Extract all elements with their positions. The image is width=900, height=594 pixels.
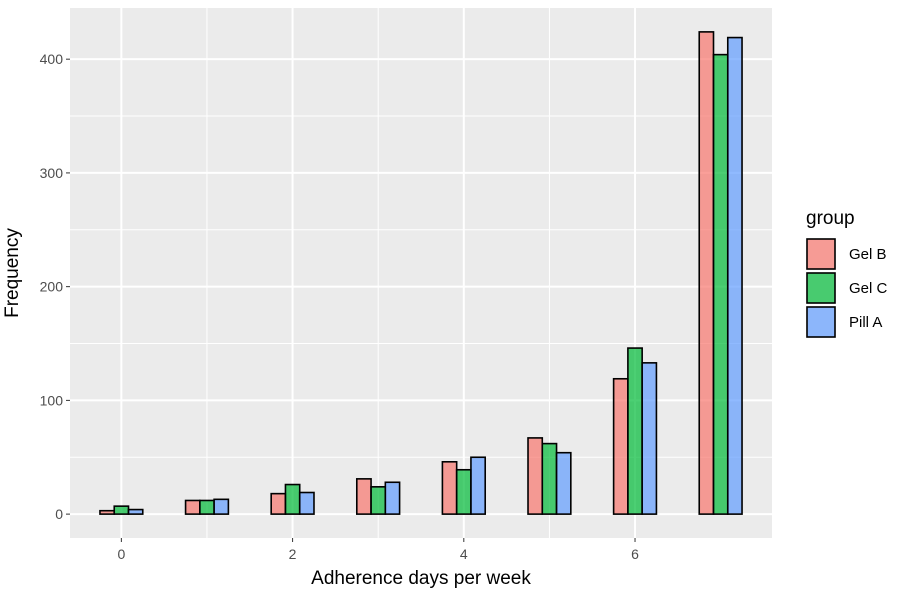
y-tick-label: 300 xyxy=(40,165,64,181)
x-tick-label: 6 xyxy=(631,546,639,562)
bar xyxy=(113,505,130,515)
y-axis: 0 100 200 300 400 xyxy=(40,51,70,522)
bar xyxy=(298,491,315,515)
y-tick-label: 100 xyxy=(40,392,64,408)
x-axis: 0 2 4 6 xyxy=(117,538,639,562)
bar xyxy=(627,347,643,515)
bar xyxy=(470,456,487,515)
bar xyxy=(555,451,572,515)
bar xyxy=(184,499,201,515)
bar xyxy=(726,36,743,515)
bar xyxy=(199,499,215,515)
x-axis-title: Adherence days per week xyxy=(311,568,531,589)
bar xyxy=(712,53,729,515)
y-axis-title: Frequency xyxy=(2,228,23,318)
bar xyxy=(612,377,629,515)
legend: group Gel B Gel C Pill A xyxy=(806,208,888,338)
bar xyxy=(541,442,558,515)
bar xyxy=(355,478,372,515)
bar xyxy=(441,460,458,515)
bar xyxy=(270,492,287,515)
bar xyxy=(99,509,116,515)
major-gridlines xyxy=(70,8,772,538)
legend-swatch xyxy=(806,306,836,338)
bar xyxy=(284,483,301,515)
y-tick-label: 200 xyxy=(40,279,64,295)
bars xyxy=(99,31,743,515)
bar xyxy=(370,486,387,515)
bar xyxy=(213,498,230,515)
bar xyxy=(455,468,472,515)
legend-label: Pill A xyxy=(849,314,882,331)
x-tick-label: 2 xyxy=(289,546,297,562)
legend-label: Gel C xyxy=(849,280,888,297)
bar xyxy=(641,362,658,515)
panel-background xyxy=(70,8,772,538)
legend-swatch xyxy=(806,238,836,270)
legend-title: group xyxy=(806,208,855,229)
bar xyxy=(527,437,544,515)
bar xyxy=(384,481,401,515)
x-tick-label: 0 xyxy=(117,546,125,562)
legend-label: Gel B xyxy=(849,246,887,263)
legend-swatch xyxy=(806,272,836,304)
y-tick-label: 400 xyxy=(40,51,64,67)
bar xyxy=(698,31,715,515)
x-tick-label: 4 xyxy=(460,546,468,562)
y-tick-label: 0 xyxy=(55,506,63,522)
bar xyxy=(127,508,144,515)
